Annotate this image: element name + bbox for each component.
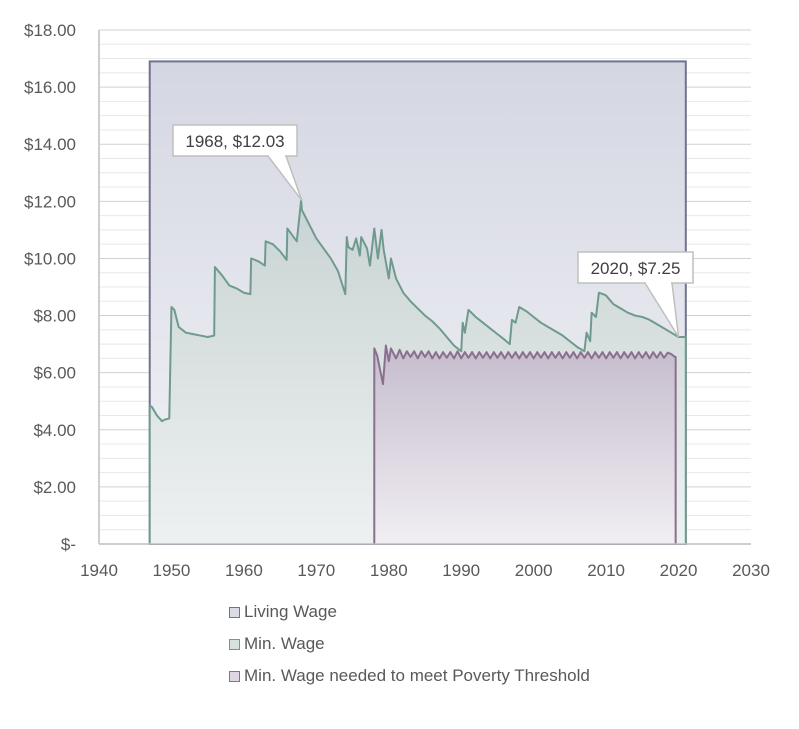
data-callout: 2020, $7.25	[577, 251, 694, 338]
y-tick-label: $2.00	[33, 478, 76, 497]
chart-canvas: $- $2.00 $4.00 $6.00 $8.00 $10.00 $12.00 $14.00…	[24, 21, 770, 580]
x-tick-label: 1950	[153, 561, 191, 580]
legend-label: Min. Wage	[244, 634, 325, 653]
legend-item-min-wage[interactable]: Min. Wage	[229, 628, 590, 660]
data-callout: 1968, $12.03	[172, 124, 303, 201]
y-tick-label: $18.00	[24, 21, 76, 40]
x-tick-label: 1990	[442, 561, 480, 580]
callout-label: 1968, $12.03	[185, 132, 284, 151]
x-tick-label: 2030	[732, 561, 770, 580]
y-tick-label: $4.00	[33, 421, 76, 440]
data-callouts: 1968, $12.03 2020, $7.25	[172, 124, 694, 338]
y-tick-label: $6.00	[33, 364, 76, 383]
series-area-fill	[374, 345, 676, 544]
x-tick-label: 1970	[297, 561, 335, 580]
y-tick-label: $16.00	[24, 78, 76, 97]
x-axis-tick-labels: 1940 1950 1960 1970 1980 1990 2000 2010 2020 2030	[80, 561, 770, 580]
callout-label: 2020, $7.25	[591, 259, 681, 278]
legend-label: Min. Wage needed to meet Poverty Thresho…	[244, 666, 590, 685]
legend-swatch-living-wage-icon	[229, 606, 240, 618]
legend-item-poverty-wage[interactable]: Min. Wage needed to meet Poverty Thresho…	[229, 660, 590, 692]
axes	[98, 30, 751, 545]
x-tick-label: 1980	[370, 561, 408, 580]
series-poverty-threshold-wage	[373, 344, 677, 544]
legend-item-living-wage[interactable]: Living Wage	[229, 596, 590, 628]
y-axis-tick-labels: $- $2.00 $4.00 $6.00 $8.00 $10.00 $12.00 $14.00…	[24, 21, 76, 554]
legend-swatch-min-wage-icon	[229, 638, 240, 650]
legend-swatch-poverty-wage-icon	[229, 670, 240, 682]
series-line	[148, 199, 687, 544]
y-tick-label: $8.00	[33, 307, 76, 326]
legend-label: Living Wage	[244, 602, 337, 621]
legend: Living Wage Min. Wage Min. Wage needed t…	[229, 596, 590, 692]
y-tick-label: $10.00	[24, 249, 76, 268]
series-line	[373, 344, 677, 544]
x-tick-label: 2020	[660, 561, 698, 580]
x-tick-label: 2000	[515, 561, 553, 580]
x-tick-label: 2010	[587, 561, 625, 580]
y-tick-label: $-	[61, 535, 76, 554]
y-tick-label: $14.00	[24, 135, 76, 154]
x-tick-label: 1940	[80, 561, 118, 580]
x-tick-label: 1960	[225, 561, 263, 580]
y-tick-label: $12.00	[24, 192, 76, 211]
